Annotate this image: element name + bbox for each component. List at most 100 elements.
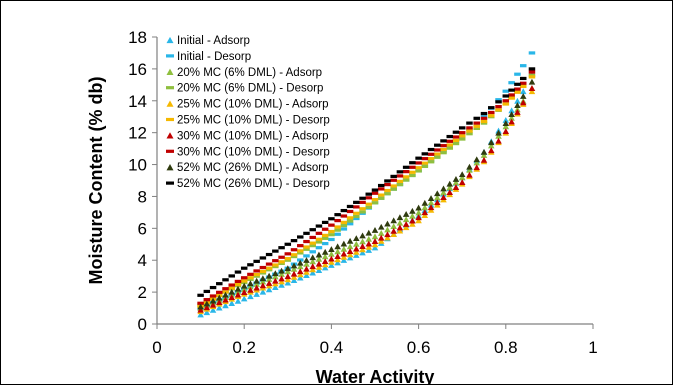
data-point xyxy=(346,204,354,209)
data-point xyxy=(427,199,435,206)
data-point xyxy=(234,285,242,292)
data-point xyxy=(240,282,248,289)
data-point xyxy=(346,222,354,226)
data-point xyxy=(309,263,316,270)
data-point xyxy=(359,249,366,256)
data-point xyxy=(446,134,453,139)
data-point xyxy=(315,237,323,241)
data-point xyxy=(377,187,385,191)
data-point xyxy=(284,265,292,272)
data-point xyxy=(265,266,273,270)
data-point xyxy=(328,250,335,257)
data-point xyxy=(278,275,285,282)
data-point xyxy=(377,193,385,197)
data-point xyxy=(427,147,435,152)
data-point xyxy=(371,198,379,202)
data-point xyxy=(334,259,341,266)
data-point xyxy=(415,209,422,216)
data-point xyxy=(514,90,521,94)
x-tick-label: 1 xyxy=(588,338,597,357)
data-point xyxy=(396,179,404,184)
data-point xyxy=(415,214,422,221)
data-point xyxy=(390,217,397,224)
data-point xyxy=(203,298,211,302)
series-5 xyxy=(197,88,536,315)
data-point xyxy=(334,213,341,217)
data-point xyxy=(396,183,404,187)
legend-item: 25% MC (10% DML) - Desorp xyxy=(166,115,330,127)
data-point xyxy=(519,99,527,106)
data-point xyxy=(371,241,379,248)
data-point xyxy=(259,256,267,260)
data-point xyxy=(284,273,292,280)
data-point xyxy=(473,156,480,163)
data-point xyxy=(315,240,323,244)
data-point xyxy=(508,93,515,97)
data-point xyxy=(197,306,204,313)
data-point xyxy=(340,214,348,218)
data-point xyxy=(321,220,329,225)
data-point xyxy=(303,257,310,263)
data-point xyxy=(427,160,435,164)
data-point xyxy=(297,251,304,255)
legend-label: Initial - Adsorp xyxy=(177,35,250,47)
legend-label: 52% MC (26% DML) - Adsorp xyxy=(177,162,328,174)
data-point xyxy=(284,276,292,283)
legend-marker xyxy=(166,100,174,107)
data-point xyxy=(434,148,441,152)
data-point xyxy=(315,263,323,270)
data-point xyxy=(421,204,429,211)
legend-item: 30% MC (10% DML) - Adsorp xyxy=(166,130,328,142)
data-point xyxy=(309,244,316,248)
data-point xyxy=(508,118,515,125)
data-point xyxy=(495,137,502,144)
data-point xyxy=(340,253,348,260)
y-tick-label: 6 xyxy=(138,219,147,238)
data-point xyxy=(495,105,502,109)
data-point xyxy=(440,185,447,192)
data-point xyxy=(359,207,366,211)
data-point xyxy=(216,299,223,306)
data-point xyxy=(340,240,348,247)
data-point xyxy=(384,234,391,241)
data-point xyxy=(434,199,441,206)
data-point xyxy=(402,165,410,169)
data-point xyxy=(353,214,360,219)
x-tick-label: 0.8 xyxy=(494,338,518,357)
data-point xyxy=(502,89,510,93)
data-point xyxy=(390,227,397,234)
data-point xyxy=(346,216,354,220)
data-point xyxy=(334,253,341,260)
data-point xyxy=(473,164,480,171)
data-point xyxy=(452,184,460,191)
data-marks xyxy=(197,51,536,318)
data-point xyxy=(340,257,348,263)
data-point xyxy=(197,301,204,305)
data-point xyxy=(384,231,391,238)
data-point xyxy=(353,211,360,215)
data-point xyxy=(384,179,391,183)
data-point xyxy=(290,277,298,283)
data-point xyxy=(390,174,397,178)
data-point xyxy=(365,192,373,196)
data-point xyxy=(473,121,480,125)
legend-marker xyxy=(166,132,174,139)
data-point xyxy=(452,175,460,182)
x-tick-label: 0.4 xyxy=(320,338,344,357)
data-point xyxy=(415,169,422,173)
data-point xyxy=(328,217,335,221)
data-point xyxy=(458,179,466,186)
data-point xyxy=(240,289,248,296)
data-point xyxy=(409,173,416,178)
data-point xyxy=(321,253,329,260)
data-point xyxy=(253,259,260,263)
data-point xyxy=(353,248,360,255)
data-point xyxy=(309,235,316,240)
data-point xyxy=(290,239,298,243)
data-point xyxy=(321,248,329,255)
data-point xyxy=(390,223,397,229)
data-point xyxy=(528,67,536,71)
data-point xyxy=(253,291,260,297)
data-point xyxy=(488,147,495,154)
